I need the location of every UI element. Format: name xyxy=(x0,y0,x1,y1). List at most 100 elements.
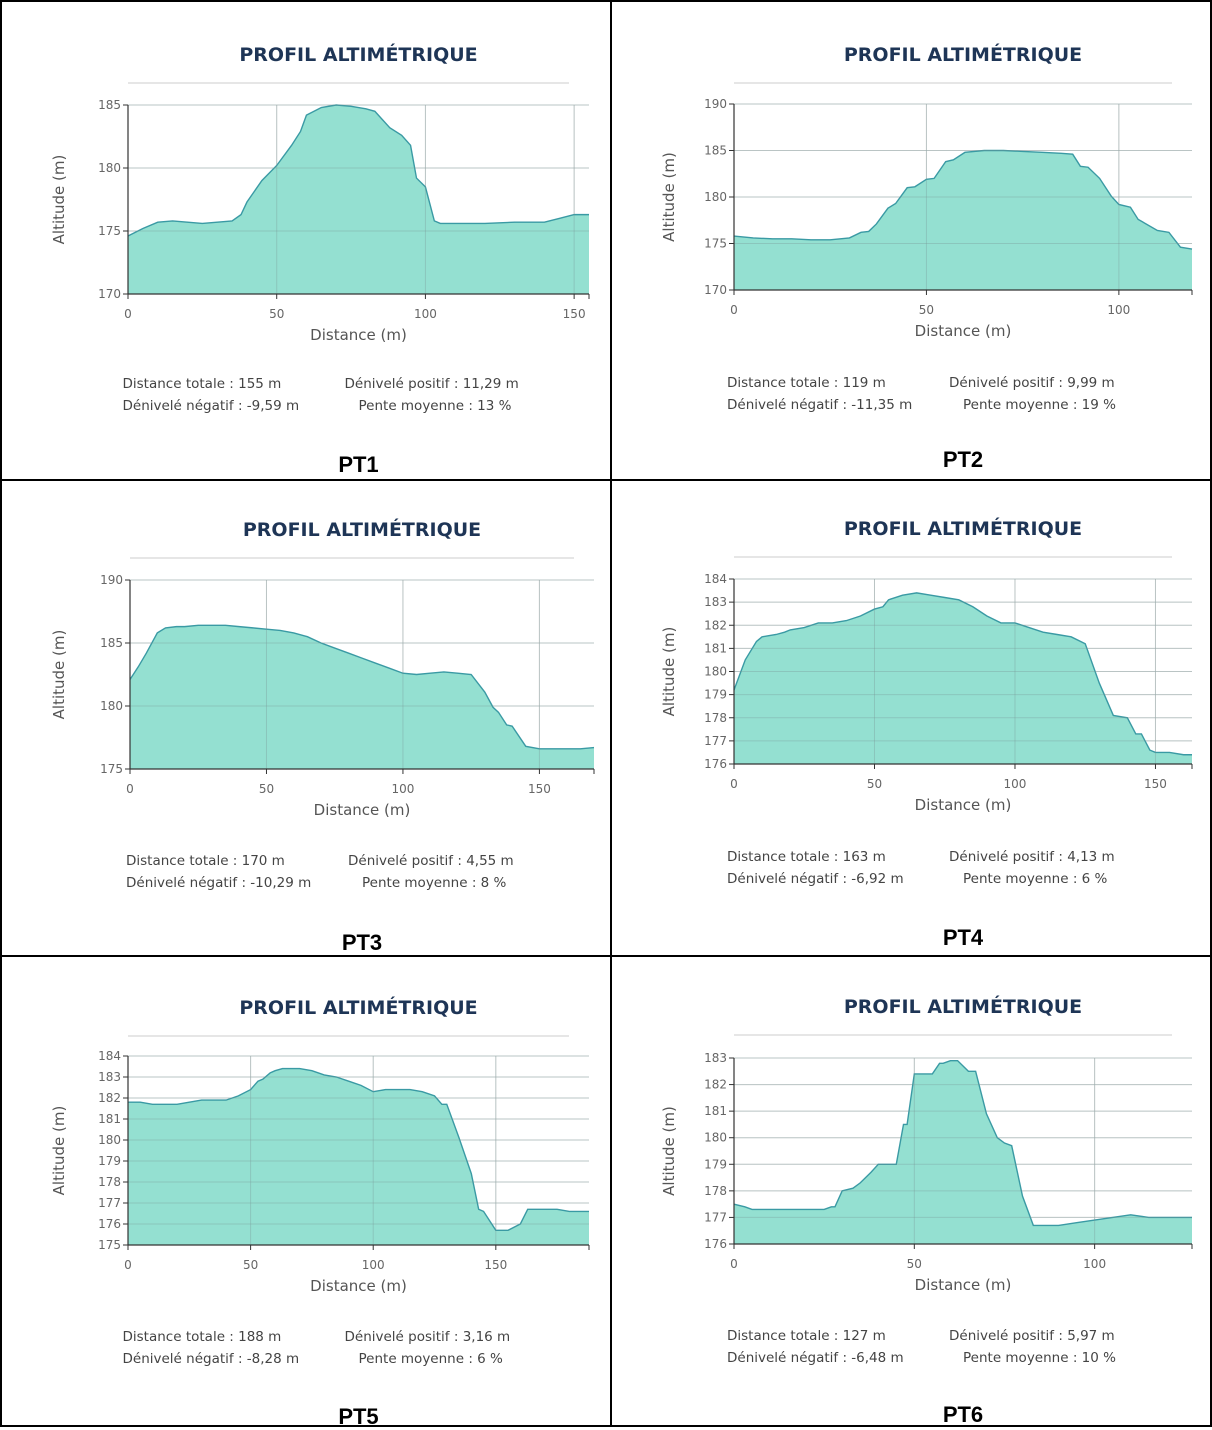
panel-label: PT3 xyxy=(341,930,383,955)
panel-label: PT1 xyxy=(338,452,379,477)
stat-distance: Distance totale : 163 m xyxy=(727,849,886,865)
table-border xyxy=(0,0,1212,2)
y-tick-label: 185 xyxy=(704,144,727,158)
y-tick-label: 182 xyxy=(704,618,727,632)
y-tick-label: 179 xyxy=(98,1154,121,1168)
stat-distance: Distance totale : 188 m xyxy=(122,1329,282,1345)
y-tick-label: 190 xyxy=(704,97,727,111)
altitude-line xyxy=(733,149,1193,250)
altitude-area xyxy=(128,105,589,294)
y-tick-label: 177 xyxy=(98,1196,121,1210)
altitude-line xyxy=(733,592,1192,756)
x-axis-label: Distance (m) xyxy=(314,801,411,819)
y-tick-label: 182 xyxy=(98,1091,121,1105)
stat-dplus: Dénivelé positif : 11,29 m xyxy=(344,376,519,392)
y-tick-label: 180 xyxy=(98,1133,121,1147)
y-tick-label: 179 xyxy=(704,1157,727,1171)
y-tick-label: 180 xyxy=(98,161,121,175)
y-tick-label: 182 xyxy=(704,1078,727,1092)
chart-title: PROFIL ALTIMÉTRIQUE xyxy=(239,44,478,66)
x-tick-label: 150 xyxy=(1144,777,1167,791)
y-axis-label: Altitude (m) xyxy=(660,152,678,242)
x-axis-label: Distance (m) xyxy=(915,1276,1012,1294)
x-tick-label: 50 xyxy=(919,303,934,317)
y-tick-label: 190 xyxy=(100,573,123,587)
x-tick-label: 0 xyxy=(126,782,134,796)
stat-distance: Distance totale : 155 m xyxy=(122,376,282,392)
y-tick-label: 183 xyxy=(704,595,727,609)
x-tick-label: 150 xyxy=(563,307,586,321)
y-tick-label: 176 xyxy=(704,1237,727,1251)
altitude-area xyxy=(128,1068,589,1245)
x-tick-label: 150 xyxy=(528,782,551,796)
y-tick-label: 178 xyxy=(704,711,727,725)
chart-title: PROFIL ALTIMÉTRIQUE xyxy=(843,996,1083,1018)
x-tick-label: 50 xyxy=(867,777,882,791)
x-tick-label: 50 xyxy=(259,782,274,796)
table-border xyxy=(0,955,1212,957)
table-border xyxy=(0,479,1212,481)
chart-title: PROFIL ALTIMÉTRIQUE xyxy=(239,997,478,1019)
chart-title: PROFIL ALTIMÉTRIQUE xyxy=(843,518,1083,540)
y-tick-label: 175 xyxy=(98,224,121,238)
y-tick-label: 181 xyxy=(98,1112,121,1126)
panel-label: PT5 xyxy=(338,1404,379,1429)
x-tick-label: 50 xyxy=(243,1258,258,1272)
altitude-area xyxy=(130,625,594,769)
x-tick-label: 50 xyxy=(907,1257,922,1271)
x-tick-label: 0 xyxy=(730,303,738,317)
stat-distance: Distance totale : 170 m xyxy=(126,853,285,869)
y-tick-label: 176 xyxy=(704,757,727,771)
stat-dminus: Dénivelé négatif : -11,35 m xyxy=(727,397,913,413)
y-tick-label: 180 xyxy=(704,665,727,679)
stat-dplus: Dénivelé positif : 3,16 m xyxy=(344,1329,511,1345)
stat-dminus: Dénivelé négatif : -10,29 m xyxy=(126,875,312,891)
y-tick-label: 181 xyxy=(704,1104,727,1118)
x-tick-label: 0 xyxy=(124,1258,132,1272)
x-tick-label: 0 xyxy=(124,307,132,321)
y-axis-label: Altitude (m) xyxy=(50,630,68,720)
x-tick-label: 100 xyxy=(414,307,437,321)
y-tick-label: 180 xyxy=(704,190,727,204)
panel-label: PT6 xyxy=(942,1402,984,1427)
x-axis-label: Distance (m) xyxy=(915,796,1012,814)
altitude-area xyxy=(734,592,1192,764)
y-tick-label: 183 xyxy=(704,1051,727,1065)
y-tick-label: 181 xyxy=(704,641,727,655)
y-tick-label: 170 xyxy=(98,287,121,301)
x-axis-label: Distance (m) xyxy=(310,1277,407,1295)
altitude-line xyxy=(127,104,589,237)
stat-slope: Pente moyenne : 6 % xyxy=(963,871,1108,887)
table-border xyxy=(0,1425,1212,1427)
x-tick-label: 100 xyxy=(1107,303,1130,317)
x-tick-label: 150 xyxy=(484,1258,507,1272)
stat-slope: Pente moyenne : 13 % xyxy=(358,398,512,414)
y-tick-label: 170 xyxy=(704,283,727,297)
stat-dminus: Dénivelé négatif : -8,28 m xyxy=(122,1351,300,1367)
stat-dplus: Dénivelé positif : 5,97 m xyxy=(949,1328,1115,1344)
stat-dminus: Dénivelé négatif : -9,59 m xyxy=(122,398,300,414)
y-tick-label: 180 xyxy=(704,1131,727,1145)
stat-distance: Distance totale : 119 m xyxy=(727,375,886,391)
y-tick-label: 179 xyxy=(704,688,727,702)
y-axis-label: Altitude (m) xyxy=(660,627,678,717)
x-tick-label: 0 xyxy=(730,777,738,791)
y-axis-label: Altitude (m) xyxy=(50,1106,68,1196)
y-tick-label: 178 xyxy=(98,1175,121,1189)
panel-label: PT2 xyxy=(942,447,984,472)
stat-dplus: Dénivelé positif : 9,99 m xyxy=(949,375,1115,391)
x-tick-label: 100 xyxy=(391,782,414,796)
y-tick-label: 180 xyxy=(100,699,123,713)
y-tick-label: 175 xyxy=(98,1238,121,1252)
stat-slope: Pente moyenne : 19 % xyxy=(963,397,1116,413)
panel-label: PT4 xyxy=(942,925,984,950)
y-tick-label: 175 xyxy=(100,762,123,776)
altitude-area xyxy=(734,1060,1192,1244)
altitude-line xyxy=(733,1059,1192,1227)
y-tick-label: 175 xyxy=(704,237,727,251)
y-tick-label: 184 xyxy=(704,572,727,586)
stat-dminus: Dénivelé négatif : -6,48 m xyxy=(727,1350,904,1366)
